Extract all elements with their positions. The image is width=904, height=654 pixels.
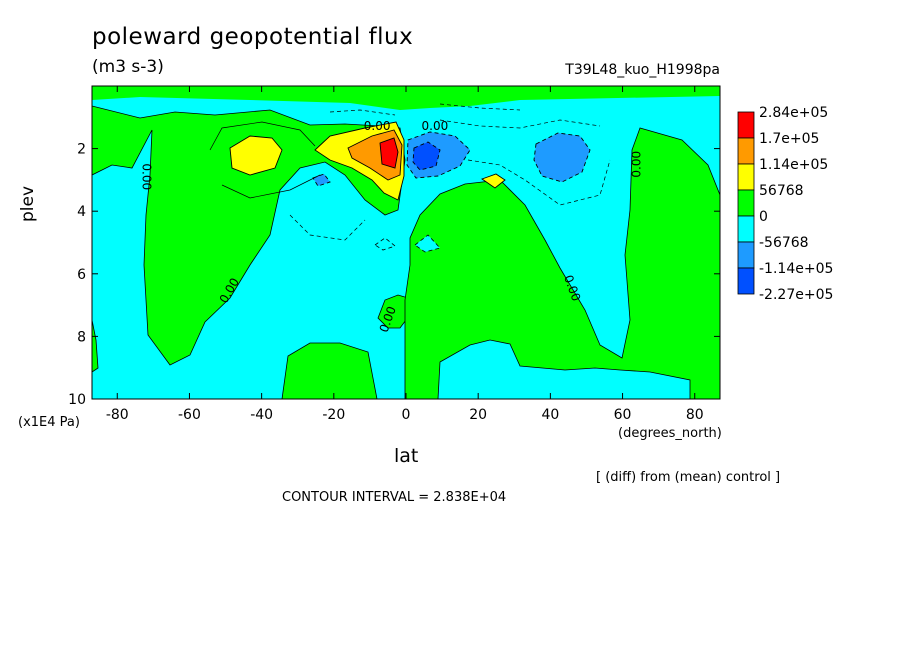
region-nh-pocket [414,234,441,253]
colorbar-label: 2.84e+05 [759,105,828,121]
region-sh-edge [92,319,99,373]
blob-nh-blue [533,132,591,183]
y-axis-ticks: 2 4 6 8 10 [68,142,720,408]
colorbar-label: -1.14e+05 [759,261,833,277]
colorbar-swatch [737,267,755,295]
colorbar-swatch [737,189,755,217]
x-tick-label: 80 [686,407,704,423]
colorbar-label: -56768 [759,235,809,251]
y-axis-unit: (x1E4 Pa) [18,415,80,430]
run-name: T39L48_kuo_H1998pa [565,62,720,78]
x-axis-label: lat [394,445,419,467]
contour-interval: CONTOUR INTERVAL = 2.838E+04 [282,490,507,505]
y-tick-label: 2 [77,142,86,158]
y-tick-label: 6 [77,267,86,283]
colorbar: 2.84e+05 1.7e+05 1.14e+05 56768 0 -56768 -1.14… [737,105,833,303]
colorbar-label: 0 [759,209,768,225]
contour-line-nh-neg [439,119,601,129]
core-red [379,137,399,169]
x-tick-label: -20 [322,407,345,423]
contour-labels: 0.000.000.000.00 0.000.000.00 [140,119,644,335]
y-tick-label: 4 [77,204,86,220]
x-tick-label: -80 [106,407,129,423]
colorbar-swatch [737,241,755,269]
blob-nh-small-yellow [481,173,506,189]
chart-units: (m3 s-3) [92,57,164,77]
x-tick-label: -60 [178,407,201,423]
region-top-strip [92,86,720,110]
contour-line-sh-2 [221,174,321,199]
y-tick-label: 8 [77,329,86,345]
contour-line-top [329,103,521,116]
core-darkblue [412,141,441,171]
colorbar-swatch [737,137,755,165]
region-sh-upper [92,105,406,366]
colorbar-label: 1.14e+05 [759,157,828,173]
colorbar-label: -2.27e+05 [759,287,833,303]
contour-line-sh-neg [289,214,366,241]
colorbar-swatch [737,111,755,139]
contour-label: 0.00 [364,119,391,133]
region-sh-lower [281,342,378,399]
blob-sh-small-blue [312,173,331,187]
contour-label: 0.00 [140,163,154,190]
chart-title: poleward geopotential flux [92,24,414,50]
x-tick-label: 0 [402,407,411,423]
x-tick-label: 20 [469,407,487,423]
colorbar-swatch [737,215,755,243]
contour-line-sh [209,121,316,151]
x-tick-label: -40 [250,407,273,423]
colorbar-label: 1.7e+05 [759,131,819,147]
x-axis-unit: (degrees_north) [618,426,722,441]
colorbar-label: 56768 [759,183,804,199]
x-tick-label: 60 [614,407,632,423]
y-tick-label: 10 [68,392,86,408]
contour-label: 0.00 [422,119,449,133]
region-sh-pocket [374,237,396,251]
diff-note: [ (diff) from (mean) control ] [596,470,781,485]
blob-sh-yellow [229,135,283,176]
plot-area [92,86,720,399]
contour-label: 0.00 [630,151,644,178]
colorbar-swatch [737,163,755,191]
x-tick-label: 40 [541,407,559,423]
x-axis-ticks: -80 -60 -40 -20 0 20 40 60 80 [106,86,704,423]
